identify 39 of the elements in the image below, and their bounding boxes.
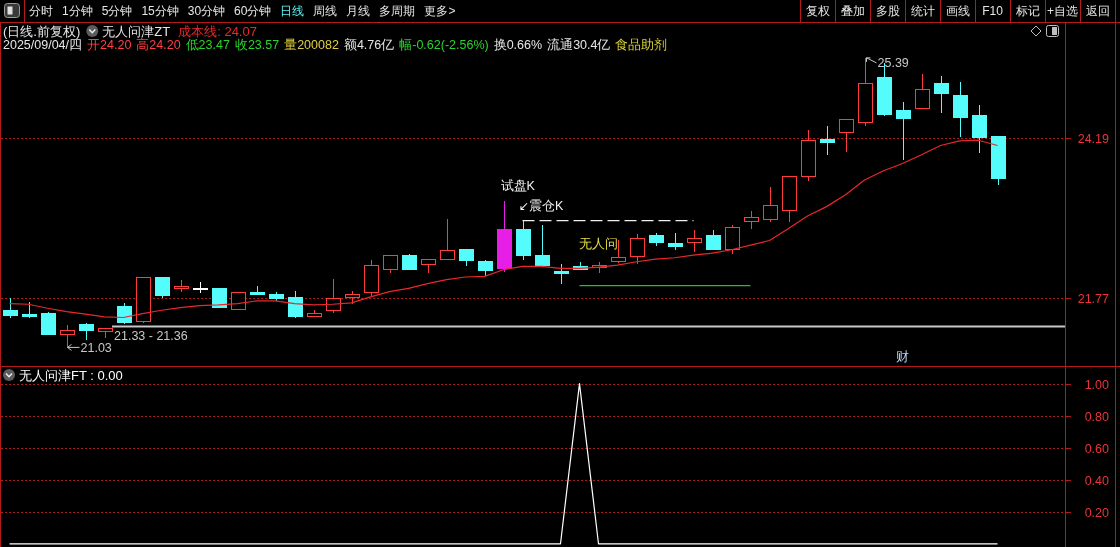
annotation: ↙震仓K [518, 198, 564, 213]
text: 日线 [280, 4, 305, 18]
text: 统计 [910, 4, 935, 18]
legend-label: 无人问津FT : 0.00 [19, 367, 123, 383]
text: 2025/09/04/四 开24.20 高24.20 低23.47 收23.57 量200082 额4.76亿 幅-0.62(-2.56%) 换0.66% 流通30.4亿 食品助剂 [3, 38, 668, 52]
text: 叠加 [840, 4, 865, 18]
text: 成本线: 24.07 [178, 23, 257, 39]
y-tick-label: 0.40 [1084, 473, 1110, 488]
text: 1分钟 [62, 4, 93, 18]
chart-title: (日线.前复权) [3, 23, 81, 39]
text: 60分钟 [234, 4, 272, 18]
text: 周线 [313, 4, 338, 18]
text: 多股 [875, 4, 900, 18]
annotation: 21.03 [80, 341, 112, 356]
annotation: 财 [896, 350, 909, 364]
y-tick-label: 24.19 [1077, 131, 1110, 146]
text: 复权 [805, 4, 830, 18]
text: 更多> [424, 4, 456, 18]
band-label: 21.33 - 21.36 [114, 329, 188, 344]
annotation: 无人问津ZT [102, 23, 171, 39]
y-tick-label: 0.60 [1084, 441, 1110, 456]
y-tick-label: 0.80 [1084, 409, 1110, 424]
text: 返回 [1085, 4, 1110, 18]
text: +自选 [1046, 4, 1079, 18]
text: F10 [982, 4, 1004, 18]
text: 分时 [29, 4, 53, 18]
y-tick-label: 0.20 [1084, 505, 1110, 520]
text: 标记 [1014, 4, 1040, 18]
annotation: 试盘K [500, 178, 536, 193]
text: 15分钟 [141, 4, 179, 18]
y-tick-label: 21.77 [1077, 291, 1110, 306]
annotation: 无人问 [578, 236, 618, 251]
text: 多周期 [379, 4, 416, 18]
annotation: 25.39 [877, 55, 909, 70]
text: 画线 [945, 4, 970, 18]
text: 月线 [346, 4, 371, 18]
text: 30分钟 [187, 4, 226, 18]
y-tick-label: 1.00 [1084, 377, 1110, 392]
text: 5分钟 [101, 4, 133, 18]
